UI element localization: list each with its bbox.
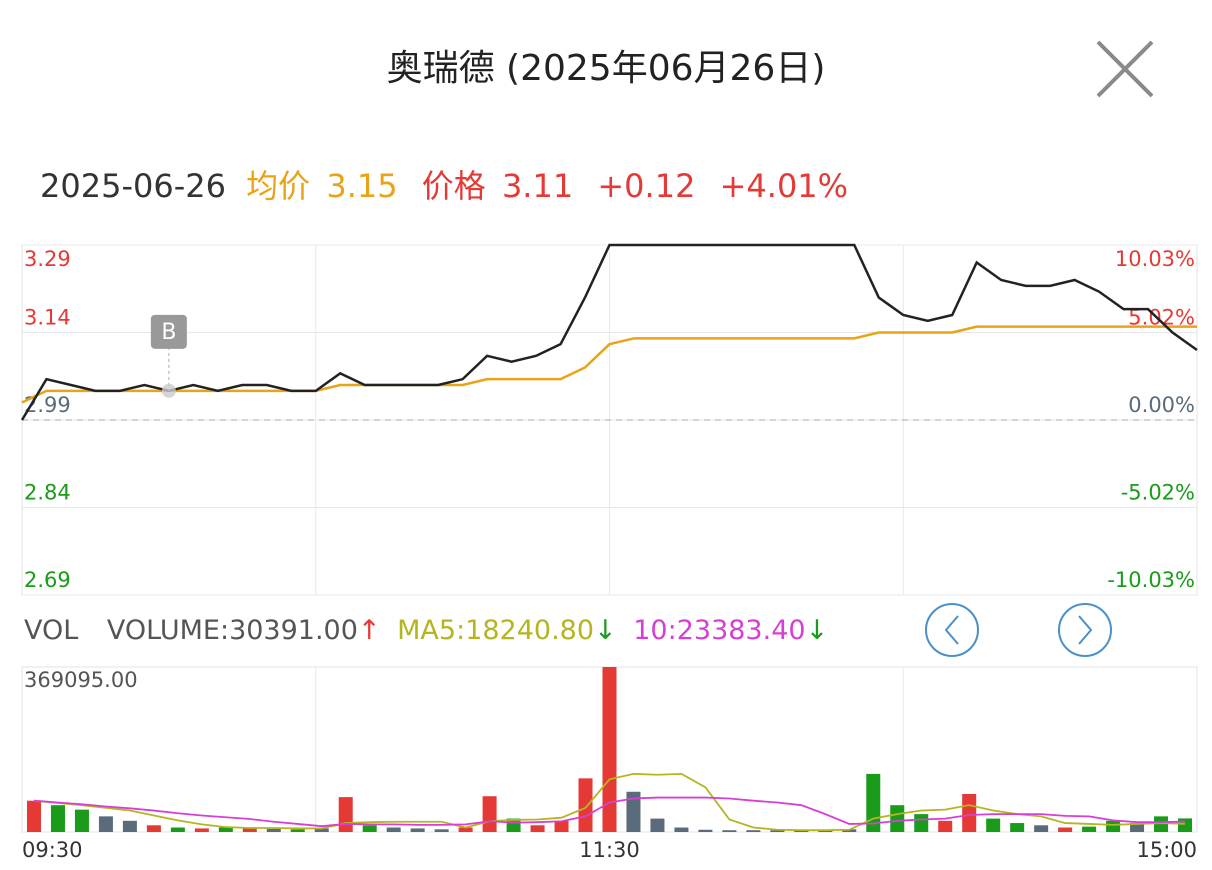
legend-name: 10 (633, 615, 667, 646)
volume-bar (122, 820, 137, 832)
volume-bar (194, 828, 209, 832)
page-title: 奥瑞德 (2025年06月26日) (387, 48, 826, 89)
price-line (20, 243, 1198, 421)
legend-trend: ↓ (806, 615, 829, 646)
legend-trend: ↓ (594, 615, 617, 646)
volume-bar (266, 828, 281, 832)
volume-bar (218, 827, 233, 832)
volume-bar (986, 818, 1001, 832)
next-icon[interactable] (1078, 615, 1093, 645)
volume-bar (26, 800, 41, 832)
avg-value: 3.15 (326, 167, 397, 205)
volume-bar (146, 825, 161, 832)
volume-bar (890, 805, 905, 832)
volume-bar (770, 830, 785, 832)
y-tick-label: 2.84 (24, 481, 71, 505)
legend-sep: : (220, 615, 229, 646)
volume-bar (74, 809, 89, 832)
y-tick-label: 2.69 (24, 568, 71, 592)
price-label: 价格 (422, 167, 486, 205)
volume-bar (530, 825, 545, 832)
close-icon[interactable] (1096, 40, 1154, 98)
volume-bar (578, 778, 593, 832)
volume-bar (650, 818, 665, 832)
indicator: VOL (24, 615, 78, 646)
volume-bar (290, 829, 305, 832)
volume-bar (242, 828, 257, 832)
volume-bar (698, 829, 713, 832)
volume-bar (170, 827, 185, 832)
volume-bar (962, 794, 977, 832)
volume-bar (1034, 825, 1049, 832)
volume-bar (626, 791, 641, 832)
legend-name: MA5 (397, 615, 456, 646)
volume-bar (554, 820, 569, 832)
volume-bar (410, 828, 425, 832)
volume-bar (1010, 823, 1025, 832)
volume-bar (1058, 827, 1073, 832)
y-tick-label: 3.14 (24, 306, 71, 330)
ma-line (33, 796, 1186, 828)
legend-value: 18240.80 (465, 615, 594, 646)
prev-button[interactable] (925, 603, 979, 657)
volume-bar (434, 829, 449, 832)
prev-icon[interactable] (944, 615, 959, 645)
price-value: 3.11 (502, 167, 573, 205)
next-circle[interactable] (1058, 603, 1112, 657)
legend-trend: ↑ (358, 615, 381, 646)
volume-bar (674, 827, 689, 832)
annotation-box (150, 314, 187, 349)
annotation-point (161, 383, 176, 398)
legend-name: VOLUME (107, 615, 220, 646)
volume-bar (386, 827, 401, 832)
y-tick-label: 3.29 (24, 247, 71, 271)
volume-bar (458, 827, 473, 832)
date: 2025-06-26 (40, 167, 226, 205)
volume-bar (338, 797, 353, 832)
next-button[interactable] (1058, 603, 1112, 657)
y2-tick-label: 0.00% (1128, 393, 1195, 417)
volume-bar (1154, 816, 1169, 832)
annotation-label: B (161, 320, 176, 345)
volume-bar (722, 830, 737, 832)
volume-bar (938, 820, 953, 832)
legend-value: 23383.40 (677, 615, 806, 646)
volume-bar (1082, 826, 1097, 832)
volume-bar (1130, 823, 1145, 832)
y2-tick-label: -10.03% (1107, 568, 1195, 592)
x-tick-label: 15:00 (1136, 838, 1197, 862)
y2-tick-label: 10.03% (1115, 247, 1195, 271)
volume-bar (746, 830, 761, 832)
volume-bar (602, 667, 617, 832)
volume-bar (98, 816, 113, 832)
info-row: 2025-06-26 均价 3.15 价格 3.11 +0.12 +4.01% (40, 167, 848, 205)
y-tick-label: 369095.00 (24, 668, 138, 692)
y2-tick-label: -5.02% (1121, 481, 1195, 505)
x-tick-label: 09:30 (22, 838, 83, 862)
volume-bar (362, 825, 377, 832)
volume-bar (914, 814, 929, 832)
price-change-pct: +4.01% (720, 167, 848, 205)
legend-sep: : (456, 615, 465, 646)
close-button[interactable] (1096, 40, 1154, 98)
x-tick-label: 11:30 (579, 838, 640, 862)
legend-value: 30391.00 (229, 615, 358, 646)
prev-circle[interactable] (925, 603, 979, 657)
volume-bar (50, 805, 65, 832)
volume-bar (314, 828, 329, 832)
ma-line (33, 772, 1186, 832)
volume-bar (1178, 818, 1193, 832)
volume-bar (482, 796, 497, 832)
avg-label: 均价 (246, 167, 310, 205)
price-change: +0.12 (597, 167, 695, 205)
volume-bar (1106, 820, 1121, 832)
volume-legend: VOL VOLUME:30391.00↑ MA5:18240.80↓ 10:23… (24, 615, 828, 646)
legend-sep: : (668, 615, 677, 646)
